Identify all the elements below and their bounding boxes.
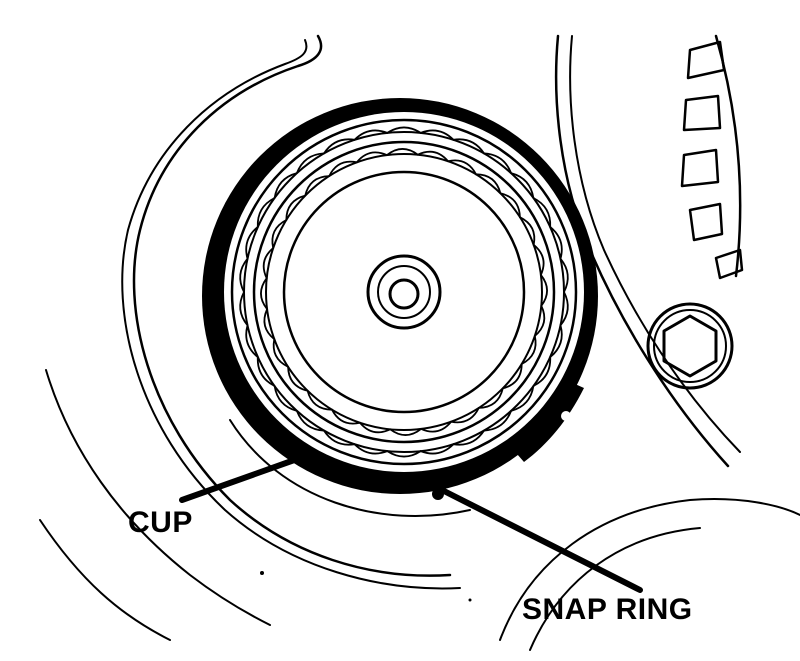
roller <box>519 216 536 246</box>
roller <box>559 257 569 293</box>
roller <box>386 148 419 156</box>
roller <box>549 324 563 358</box>
roller <box>447 159 477 176</box>
roller <box>245 226 259 260</box>
roller <box>287 365 309 392</box>
snap-ring-leader-line <box>439 487 643 593</box>
roller <box>416 150 449 163</box>
roller <box>510 385 535 412</box>
roller <box>533 304 546 337</box>
roller <box>256 356 276 387</box>
roller <box>532 197 552 228</box>
roller <box>499 192 521 219</box>
roller <box>520 335 537 365</box>
roller <box>262 247 275 280</box>
leader-lines <box>179 455 643 593</box>
roller <box>549 226 563 260</box>
roller <box>532 243 545 276</box>
roller <box>296 410 325 432</box>
roller <box>271 219 288 249</box>
roller <box>304 175 331 197</box>
roller <box>532 356 552 387</box>
roller <box>306 389 333 411</box>
roller <box>450 407 480 424</box>
gear-teeth <box>680 34 744 280</box>
bearing-rollers <box>239 126 569 458</box>
roller <box>501 363 523 390</box>
roller <box>452 138 485 155</box>
roller <box>263 308 276 341</box>
roller <box>296 152 325 174</box>
cup-leader-line <box>179 455 303 503</box>
roller <box>419 129 455 141</box>
roller <box>353 129 389 141</box>
roller <box>559 291 569 327</box>
roller <box>386 450 422 458</box>
roller <box>239 257 249 293</box>
roller <box>477 387 504 409</box>
roller <box>389 428 422 436</box>
roller <box>483 410 512 432</box>
roller <box>260 277 268 310</box>
roller <box>285 194 307 221</box>
hub <box>366 254 442 330</box>
roller <box>540 274 548 307</box>
roller <box>475 173 502 195</box>
roller <box>328 160 358 177</box>
snap-ring-label: SNAP RING <box>522 593 693 626</box>
roller <box>355 151 388 164</box>
bolt-head <box>646 302 734 390</box>
roller <box>323 138 356 155</box>
roller <box>353 443 389 455</box>
roller <box>359 421 392 434</box>
roller <box>245 324 259 358</box>
cup-label: CUP <box>128 506 193 539</box>
roller <box>420 420 453 433</box>
roller <box>331 408 361 425</box>
roller <box>273 385 298 412</box>
roller <box>323 429 356 446</box>
roller <box>510 172 535 199</box>
roller <box>483 152 512 174</box>
roller <box>272 338 289 368</box>
roller <box>386 126 422 134</box>
roller <box>419 443 455 455</box>
roller <box>273 172 298 199</box>
housing-outline-left <box>39 34 461 641</box>
drafting-marks <box>260 571 472 602</box>
roller <box>239 291 249 327</box>
roller <box>256 197 276 228</box>
roller <box>452 429 485 446</box>
